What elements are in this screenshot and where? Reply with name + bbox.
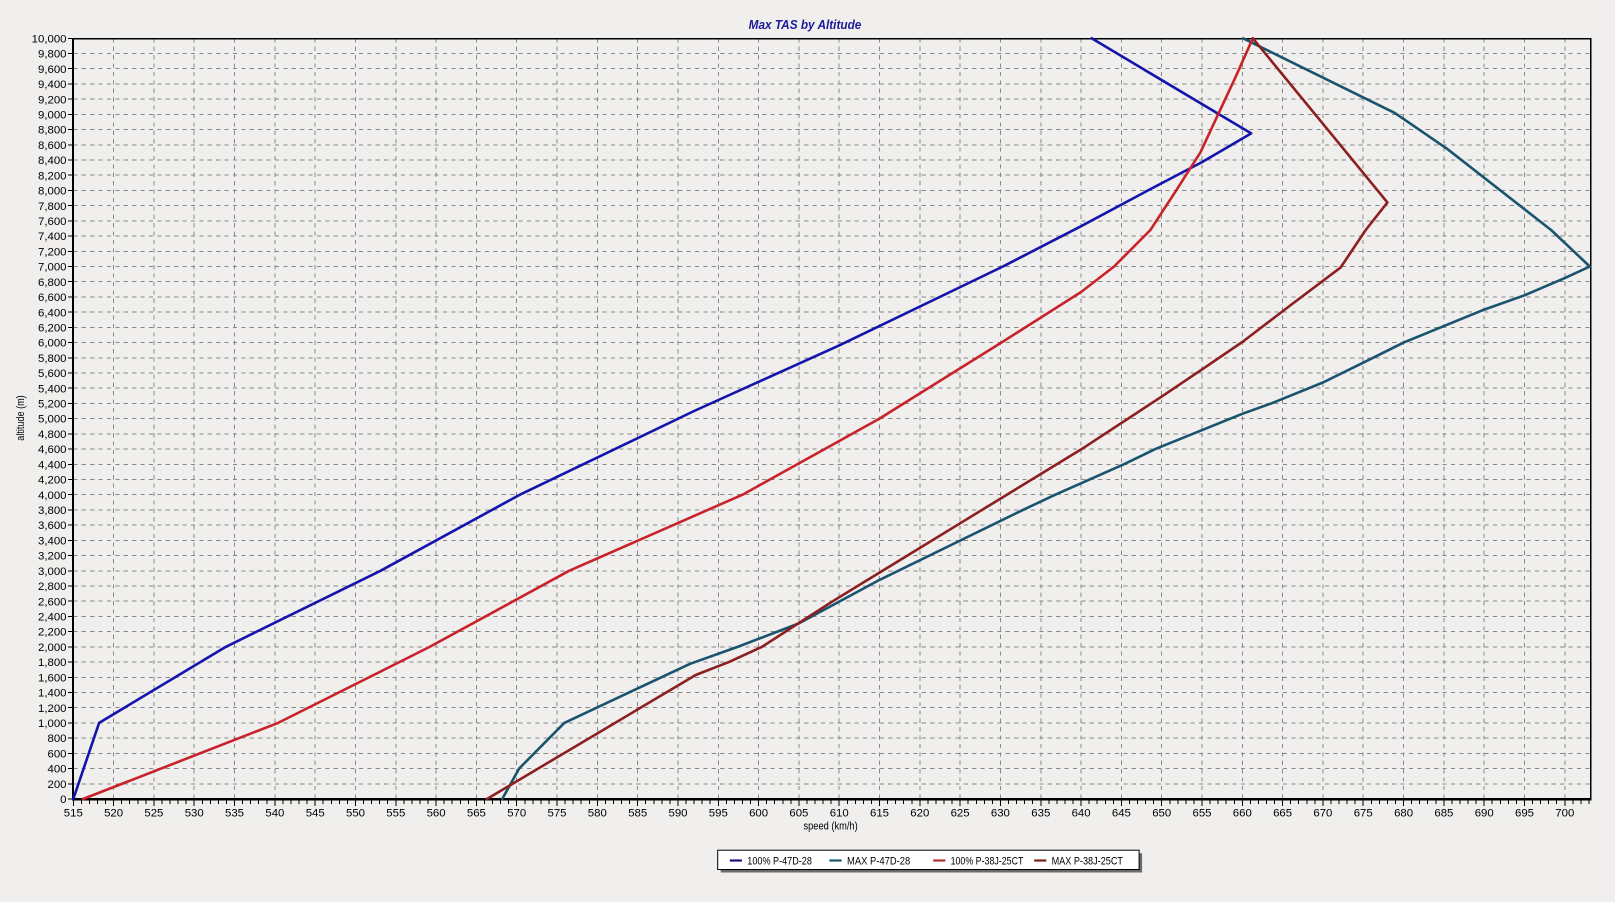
- svg-text:8,000: 8,000: [38, 186, 67, 198]
- svg-text:6,600: 6,600: [38, 292, 67, 304]
- svg-text:615: 615: [870, 807, 889, 819]
- svg-text:570: 570: [507, 807, 526, 819]
- svg-text:2,600: 2,600: [38, 596, 67, 608]
- svg-text:5,600: 5,600: [38, 368, 67, 380]
- svg-text:9,000: 9,000: [38, 110, 67, 122]
- svg-text:555: 555: [386, 807, 405, 819]
- svg-text:10,000: 10,000: [32, 33, 67, 45]
- svg-text:8,400: 8,400: [38, 155, 67, 167]
- svg-text:4,200: 4,200: [38, 475, 67, 487]
- svg-text:675: 675: [1354, 807, 1373, 819]
- svg-text:400: 400: [47, 764, 66, 776]
- svg-text:Max TAS by Altitude: Max TAS by Altitude: [749, 17, 862, 32]
- svg-text:9,200: 9,200: [38, 94, 67, 106]
- svg-text:7,200: 7,200: [38, 246, 67, 258]
- svg-text:550: 550: [346, 807, 365, 819]
- svg-text:6,800: 6,800: [38, 277, 67, 289]
- svg-text:7,000: 7,000: [38, 262, 67, 274]
- svg-text:0: 0: [60, 794, 66, 806]
- svg-text:9,400: 9,400: [38, 79, 67, 91]
- svg-text:560: 560: [427, 807, 446, 819]
- svg-text:545: 545: [306, 807, 325, 819]
- svg-text:1,400: 1,400: [38, 688, 67, 700]
- svg-text:700: 700: [1555, 807, 1574, 819]
- svg-text:580: 580: [588, 807, 607, 819]
- svg-text:3,200: 3,200: [38, 551, 67, 563]
- svg-text:2,800: 2,800: [38, 581, 67, 593]
- svg-text:4,800: 4,800: [38, 429, 67, 441]
- svg-text:5,800: 5,800: [38, 353, 67, 365]
- svg-text:6,400: 6,400: [38, 307, 67, 319]
- svg-text:3,600: 3,600: [38, 520, 67, 532]
- svg-text:4,000: 4,000: [38, 490, 67, 502]
- svg-text:695: 695: [1515, 807, 1534, 819]
- svg-text:2,400: 2,400: [38, 612, 67, 624]
- svg-text:640: 640: [1072, 807, 1091, 819]
- svg-text:620: 620: [910, 807, 929, 819]
- svg-text:685: 685: [1434, 807, 1453, 819]
- svg-text:515: 515: [64, 807, 83, 819]
- svg-text:5,200: 5,200: [38, 399, 67, 411]
- svg-text:7,400: 7,400: [38, 231, 67, 243]
- svg-text:altitude (m): altitude (m): [15, 395, 27, 440]
- svg-text:7,800: 7,800: [38, 201, 67, 213]
- svg-text:530: 530: [185, 807, 204, 819]
- svg-text:540: 540: [265, 807, 284, 819]
- svg-text:2,000: 2,000: [38, 642, 67, 654]
- svg-text:5,000: 5,000: [38, 414, 67, 426]
- svg-text:MAX P-47D-28: MAX P-47D-28: [847, 856, 910, 868]
- svg-text:595: 595: [709, 807, 728, 819]
- svg-text:8,800: 8,800: [38, 125, 67, 137]
- svg-text:525: 525: [144, 807, 163, 819]
- svg-text:MAX P-38J-25CT: MAX P-38J-25CT: [1052, 856, 1124, 868]
- svg-text:665: 665: [1273, 807, 1292, 819]
- svg-text:9,800: 9,800: [38, 49, 67, 61]
- svg-text:5,400: 5,400: [38, 383, 67, 395]
- svg-text:600: 600: [749, 807, 768, 819]
- svg-text:605: 605: [789, 807, 808, 819]
- svg-text:590: 590: [668, 807, 687, 819]
- svg-text:6,200: 6,200: [38, 323, 67, 335]
- svg-text:680: 680: [1394, 807, 1413, 819]
- svg-text:1,000: 1,000: [38, 718, 67, 730]
- svg-text:1,600: 1,600: [38, 672, 67, 684]
- svg-text:800: 800: [47, 733, 66, 745]
- svg-text:7,600: 7,600: [38, 216, 67, 228]
- svg-text:575: 575: [547, 807, 566, 819]
- svg-text:625: 625: [951, 807, 970, 819]
- svg-text:8,200: 8,200: [38, 170, 67, 182]
- svg-text:2,200: 2,200: [38, 627, 67, 639]
- svg-text:4,400: 4,400: [38, 459, 67, 471]
- svg-text:200: 200: [47, 779, 66, 791]
- svg-text:585: 585: [628, 807, 647, 819]
- svg-text:565: 565: [467, 807, 486, 819]
- svg-text:3,800: 3,800: [38, 505, 67, 517]
- svg-text:630: 630: [991, 807, 1010, 819]
- svg-text:1,200: 1,200: [38, 703, 67, 715]
- svg-text:645: 645: [1112, 807, 1131, 819]
- svg-text:660: 660: [1233, 807, 1252, 819]
- svg-text:4,600: 4,600: [38, 444, 67, 456]
- svg-text:535: 535: [225, 807, 244, 819]
- svg-text:670: 670: [1313, 807, 1332, 819]
- svg-text:100% P-38J-25CT: 100% P-38J-25CT: [951, 856, 1024, 868]
- svg-text:655: 655: [1192, 807, 1211, 819]
- svg-text:635: 635: [1031, 807, 1050, 819]
- svg-text:520: 520: [104, 807, 123, 819]
- svg-text:1,800: 1,800: [38, 657, 67, 669]
- svg-text:6,000: 6,000: [38, 338, 67, 350]
- svg-text:3,400: 3,400: [38, 536, 67, 548]
- svg-text:690: 690: [1475, 807, 1494, 819]
- svg-text:610: 610: [830, 807, 849, 819]
- svg-text:3,000: 3,000: [38, 566, 67, 578]
- svg-text:600: 600: [47, 749, 66, 761]
- svg-text:650: 650: [1152, 807, 1171, 819]
- svg-text:8,600: 8,600: [38, 140, 67, 152]
- svg-text:9,600: 9,600: [38, 64, 67, 76]
- svg-text:100% P-47D-28: 100% P-47D-28: [747, 856, 812, 868]
- svg-text:speed (km/h): speed (km/h): [804, 821, 858, 833]
